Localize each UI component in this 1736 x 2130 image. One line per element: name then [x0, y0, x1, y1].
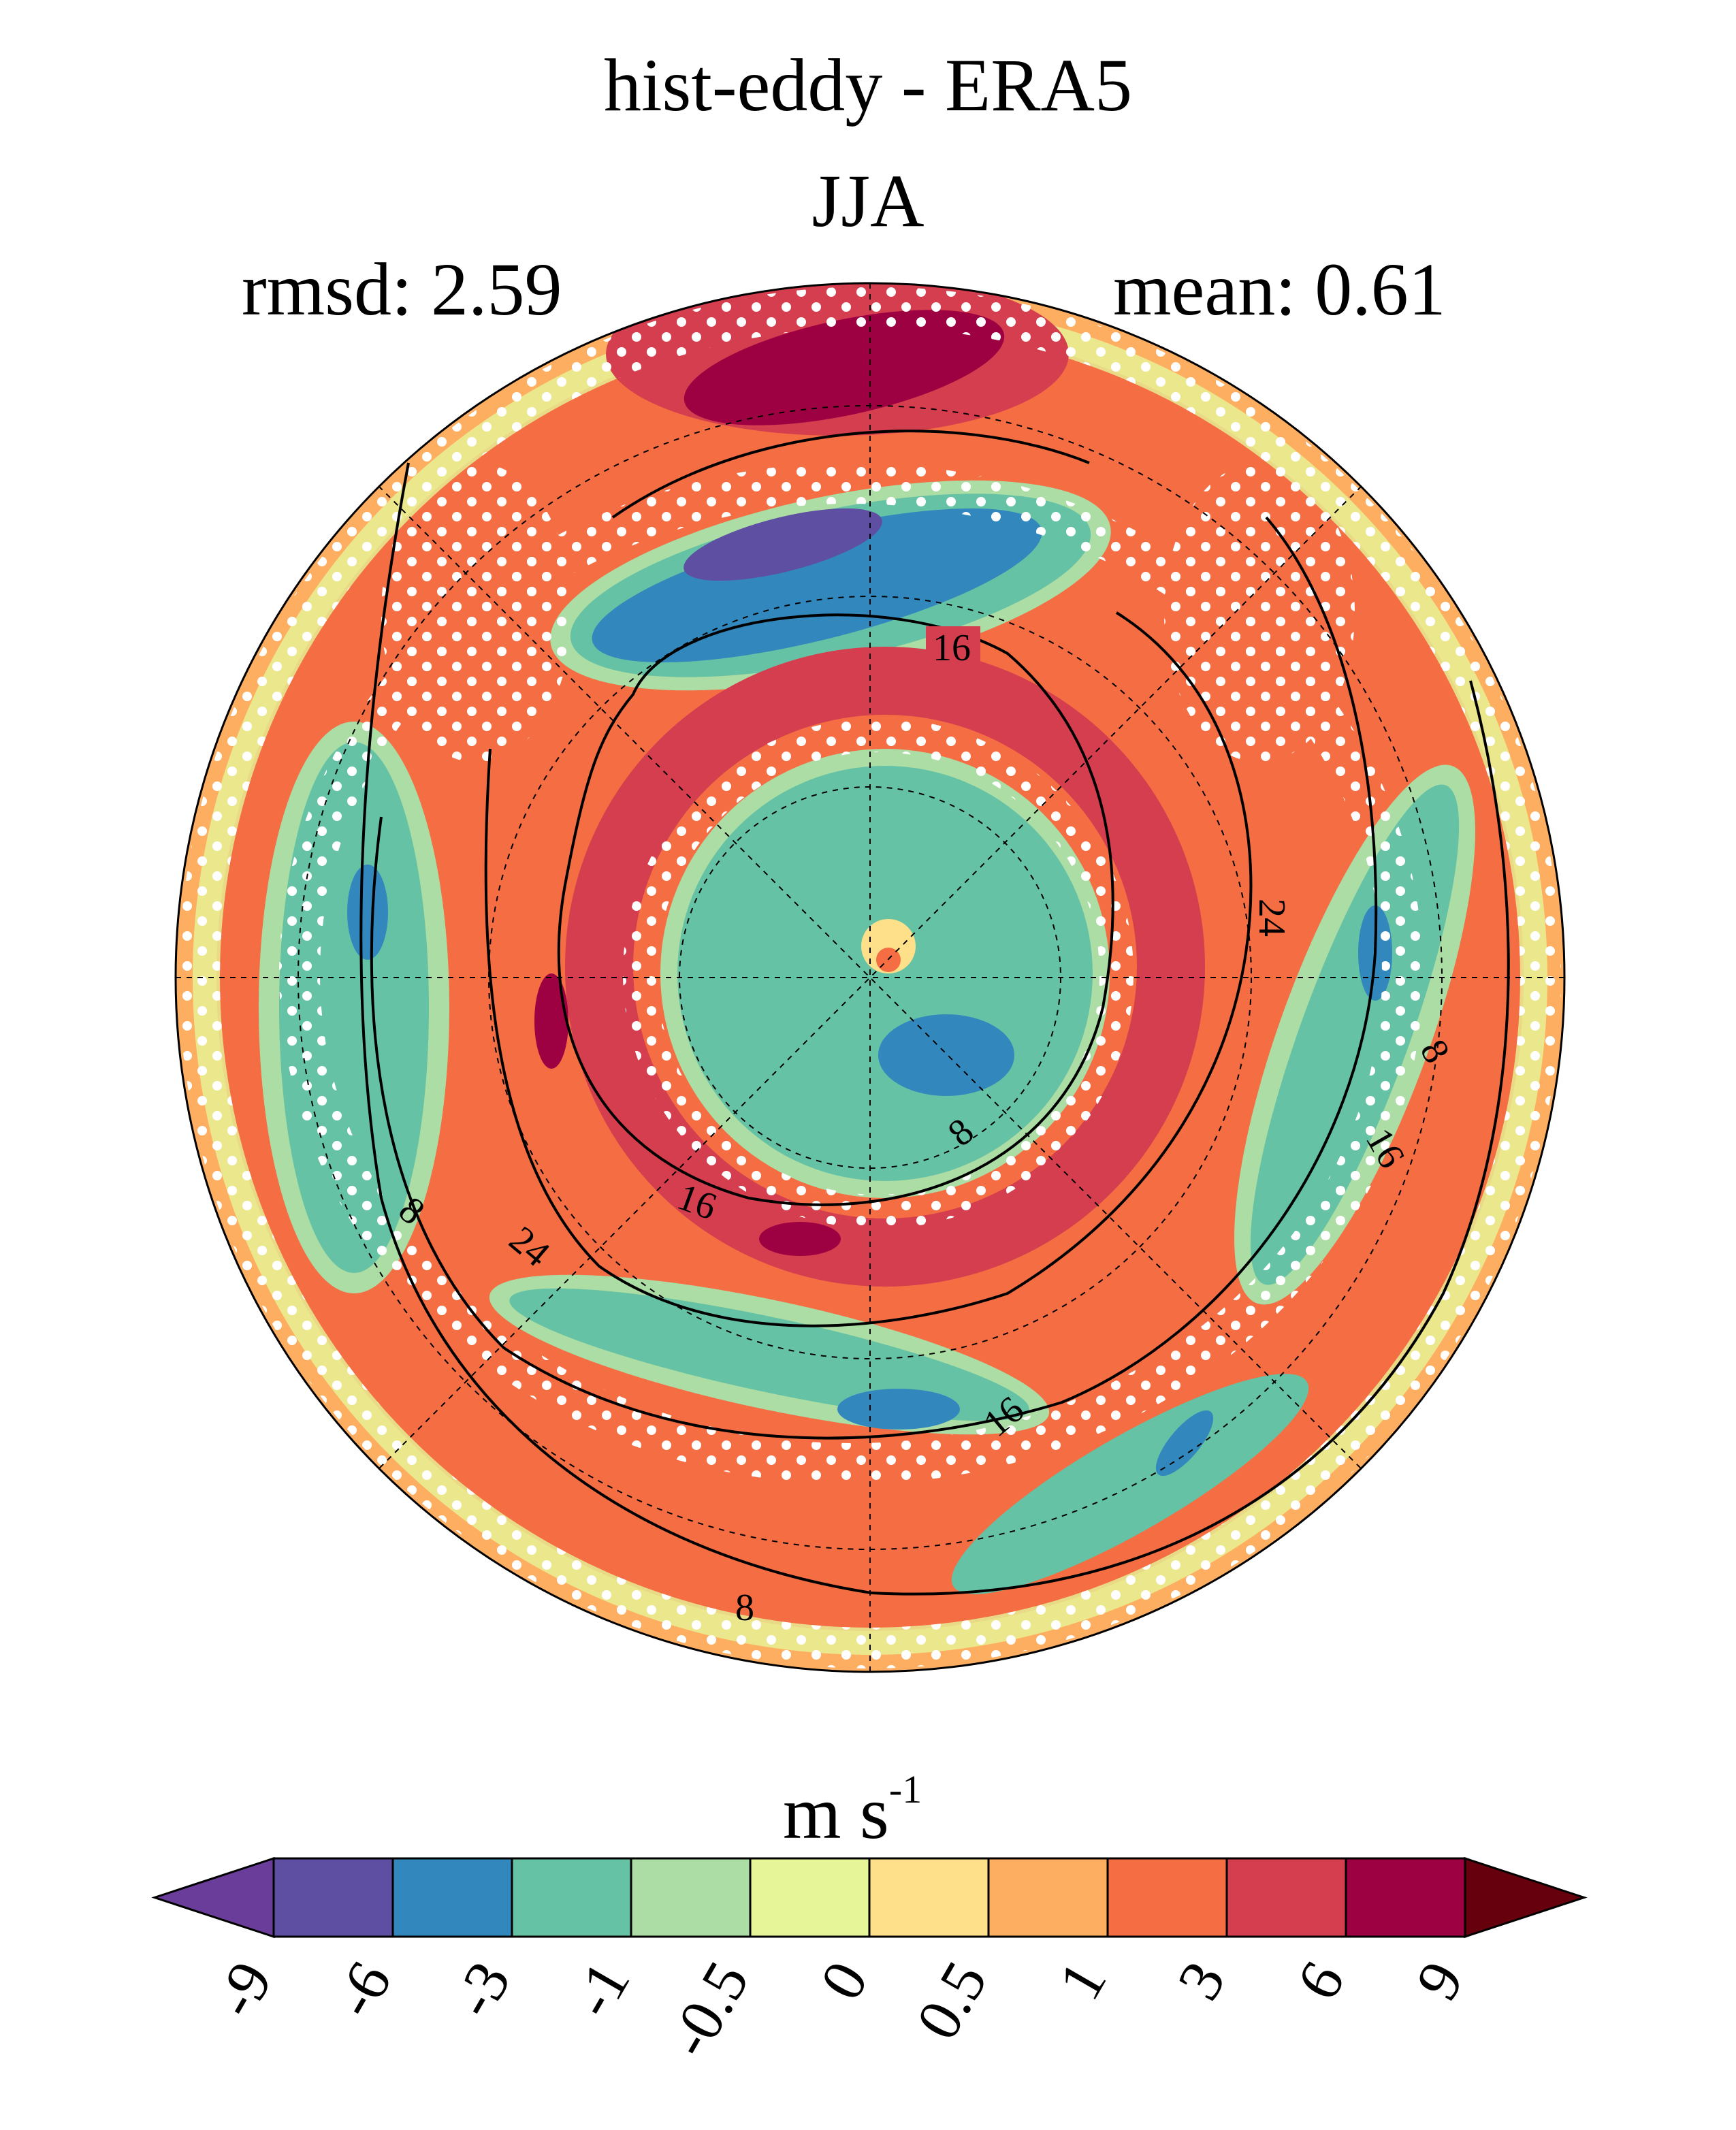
mean-stat: mean: 0.61 [1113, 248, 1446, 331]
contour-label: 8 [735, 1587, 754, 1629]
colorbar-swatch [1106, 1857, 1228, 1938]
unit-exponent: -1 [888, 1767, 922, 1811]
colorbar-tick-label: -1 [559, 1951, 643, 2029]
colorbar-tick-label: 0.5 [903, 1951, 1000, 2051]
colorbar-swatch [1345, 1857, 1466, 1938]
colorbar-tick-label: -9 [202, 1951, 285, 2029]
rmsd-stat: rmsd: 2.59 [242, 248, 562, 331]
colorbar-extend-low [151, 1856, 275, 1939]
map-title: hist-eddy - ERA5 [603, 44, 1132, 127]
graticule [176, 283, 1564, 1672]
colorbar-tick-label: 3 [1165, 1951, 1238, 2011]
polar-map: 16 24 8 16 8 24 16 8 16 8 [174, 282, 1566, 1673]
colorbar-units: m s-1 [783, 1767, 922, 1851]
colorbar-swatch [391, 1857, 513, 1938]
season-label: JJA [811, 159, 925, 242]
colorbar-swatch [868, 1857, 990, 1938]
colorbar-swatch [1225, 1857, 1347, 1938]
colorbar-swatch [749, 1857, 871, 1938]
colorbar-tick-label: 9 [1403, 1951, 1477, 2011]
colorbar-tick-label: 1 [1046, 1951, 1119, 2011]
wind-contours [359, 430, 1510, 1596]
colorbar-tick-label: 0 [807, 1951, 881, 2011]
colorbar-tick-label: -0.5 [655, 1951, 762, 2069]
contour-label: 16 [933, 627, 971, 669]
colorbar-swatch [630, 1857, 752, 1938]
colorbar-swatch [511, 1857, 632, 1938]
colorbar-tick-label: -3 [440, 1951, 524, 2029]
colorbar-swatch [987, 1857, 1109, 1938]
colorbar-swatch [272, 1857, 394, 1938]
colorbar-extend-high [1464, 1856, 1588, 1939]
contour-label: 24 [1251, 899, 1293, 937]
colorbar-tick-label: -6 [321, 1951, 404, 2029]
unit-text: m s [783, 1771, 889, 1854]
colorbar-tick-label: 6 [1284, 1951, 1357, 2011]
